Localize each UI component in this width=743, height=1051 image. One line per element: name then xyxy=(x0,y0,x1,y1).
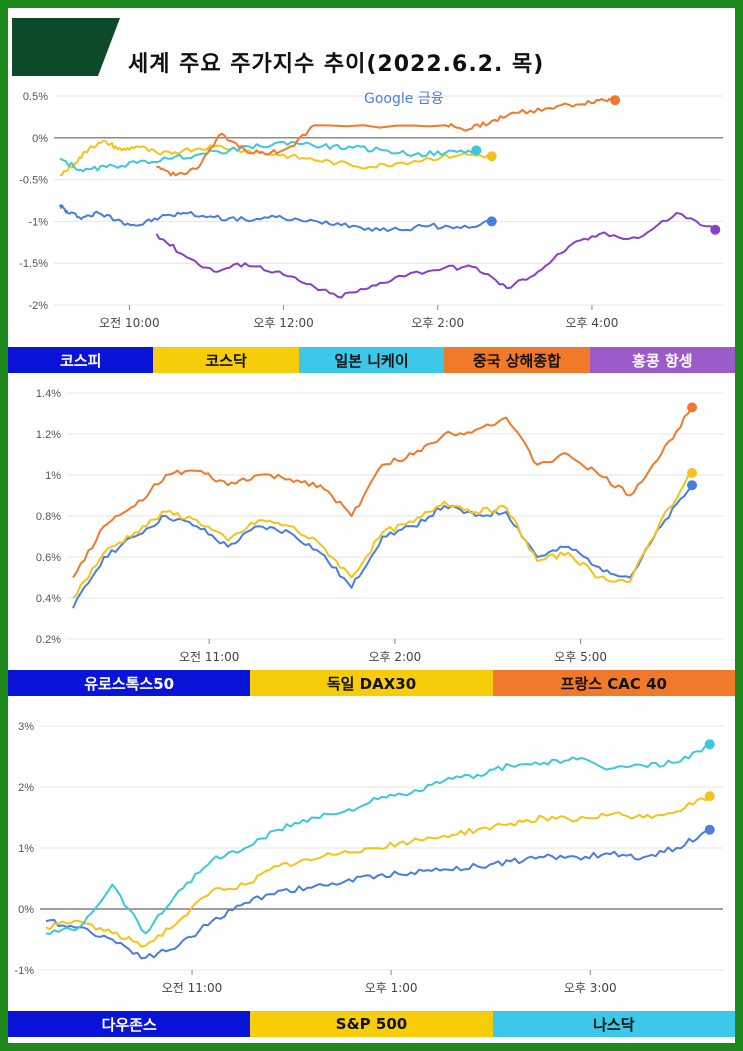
y-tick-label: 0.4% xyxy=(36,593,61,605)
asia-legend: 코스피 코스닥 일본 니케이 중국 상해종합 홍콩 항셍 xyxy=(8,347,736,373)
europe-chart-svg: 1.4% 1.2% 1% 0.8% 0.6% 0.4% 0.2% 오전 11:00 오후 2:0… xyxy=(36,388,723,664)
series-end-point-dow xyxy=(704,824,715,835)
series-line-kospi xyxy=(59,204,492,233)
series-line-dow xyxy=(45,828,711,960)
series-line-cac xyxy=(72,406,693,579)
x-tick-label: 오후 3:00 xyxy=(564,981,617,995)
asia-index-chart: 0.5% 0% -0.5% -1% -1.5% -2% 오전 10:00 오후 12:00 오후… xyxy=(8,80,735,346)
series-end-point-nikkei xyxy=(471,145,482,156)
y-tick-label: 2% xyxy=(18,782,34,794)
y-tick-label: 1.2% xyxy=(36,429,61,441)
us-index-chart: 3% 2% 1% 0% -1% 오전 11:00 오후 1:00 오후 3:00 xyxy=(8,700,735,1010)
y-tick-label: 1.4% xyxy=(36,388,61,400)
chart-frame xyxy=(8,8,735,1043)
x-tick-label: 오후 2:00 xyxy=(368,650,421,664)
series-end-point-kospi xyxy=(486,216,497,227)
series-end-point-cac xyxy=(687,402,698,413)
title-bar: 세계 주요 주가지수 추이(2022.6.2. 목) xyxy=(8,8,735,80)
series-line-kosdaq xyxy=(59,139,492,177)
legend-nasdaq: 나스닥 xyxy=(492,1011,735,1037)
legend-cac: 프랑스 CAC 40 xyxy=(492,670,735,696)
series-line-nikkei xyxy=(59,140,477,173)
x-tick-label: 오후 2:00 xyxy=(411,316,464,330)
series-line-nasdaq xyxy=(45,743,711,935)
title-badge xyxy=(12,18,120,76)
y-tick-label: 0.6% xyxy=(36,552,61,564)
y-tick-label: -1% xyxy=(14,965,34,977)
legend-hangseng: 홍콩 항셍 xyxy=(589,347,736,373)
y-tick-label: -0.5% xyxy=(19,175,48,187)
legend-kospi: 코스피 xyxy=(8,347,154,373)
series-end-point-sp500 xyxy=(704,791,715,802)
y-tick-label: -2% xyxy=(28,300,48,312)
legend-stoxx50: 유로스톡스50 xyxy=(8,670,251,696)
series-end-point-kosdaq xyxy=(486,151,497,162)
legend-kosdaq: 코스닥 xyxy=(153,347,299,373)
x-tick-label: 오후 1:00 xyxy=(365,981,418,995)
series-line-dax xyxy=(72,472,693,599)
y-tick-label: 0% xyxy=(18,904,34,916)
y-tick-label: -1% xyxy=(28,216,48,228)
google-finance-text: Google 금융 xyxy=(364,91,444,107)
series-line-sp500 xyxy=(45,795,711,948)
legend-shanghai: 중국 상해종합 xyxy=(444,347,590,373)
series-end-point-dax xyxy=(687,467,698,478)
series-end-point-nasdaq xyxy=(704,739,715,750)
series-line-shanghai xyxy=(156,97,616,177)
europe-index-chart: 1.4% 1.2% 1% 0.8% 0.6% 0.4% 0.2% 오전 11:00 오후 2:0… xyxy=(8,375,735,670)
y-tick-label: 1% xyxy=(18,843,34,855)
y-tick-label: 0.5% xyxy=(23,91,48,103)
y-tick-label: 3% xyxy=(18,721,34,733)
us-legend: 다우존스 S&P 500 나스닥 xyxy=(8,1011,735,1037)
legend-sp500: S&P 500 xyxy=(250,1011,493,1037)
europe-legend: 유로스톡스50 독일 DAX30 프랑스 CAC 40 xyxy=(8,670,735,696)
y-tick-label: 0.8% xyxy=(36,511,61,523)
y-tick-label: -1.5% xyxy=(19,258,48,270)
google-finance-label: Google 금융 xyxy=(364,88,444,108)
series-end-point-shanghai xyxy=(610,95,621,106)
series-end-point-stoxx50 xyxy=(687,480,698,491)
x-tick-label: 오전 11:00 xyxy=(162,981,222,995)
y-tick-label: 0.2% xyxy=(36,634,61,646)
series-end-point-hangseng xyxy=(710,224,721,235)
x-tick-label: 오후 12:00 xyxy=(253,316,313,330)
legend-dow: 다우존스 xyxy=(8,1011,251,1037)
y-tick-label: 0% xyxy=(32,133,48,145)
asia-chart-svg: 0.5% 0% -0.5% -1% -1.5% -2% 오전 10:00 오후 12:00 오후… xyxy=(19,91,723,330)
x-tick-label: 오전 10:00 xyxy=(99,316,159,330)
page-title: 세계 주요 주가지수 추이(2022.6.2. 목) xyxy=(128,52,545,77)
us-chart-svg: 3% 2% 1% 0% -1% 오전 11:00 오후 1:00 오후 3:00 xyxy=(14,721,723,995)
y-tick-label: 1% xyxy=(45,470,61,482)
legend-dax: 독일 DAX30 xyxy=(250,670,493,696)
series-line-stoxx50 xyxy=(72,484,693,609)
x-tick-label: 오전 11:00 xyxy=(179,650,239,664)
x-tick-label: 오후 4:00 xyxy=(566,316,619,330)
x-tick-label: 오후 5:00 xyxy=(554,650,607,664)
legend-nikkei: 일본 니케이 xyxy=(298,347,445,373)
series-line-hangseng xyxy=(155,212,716,299)
